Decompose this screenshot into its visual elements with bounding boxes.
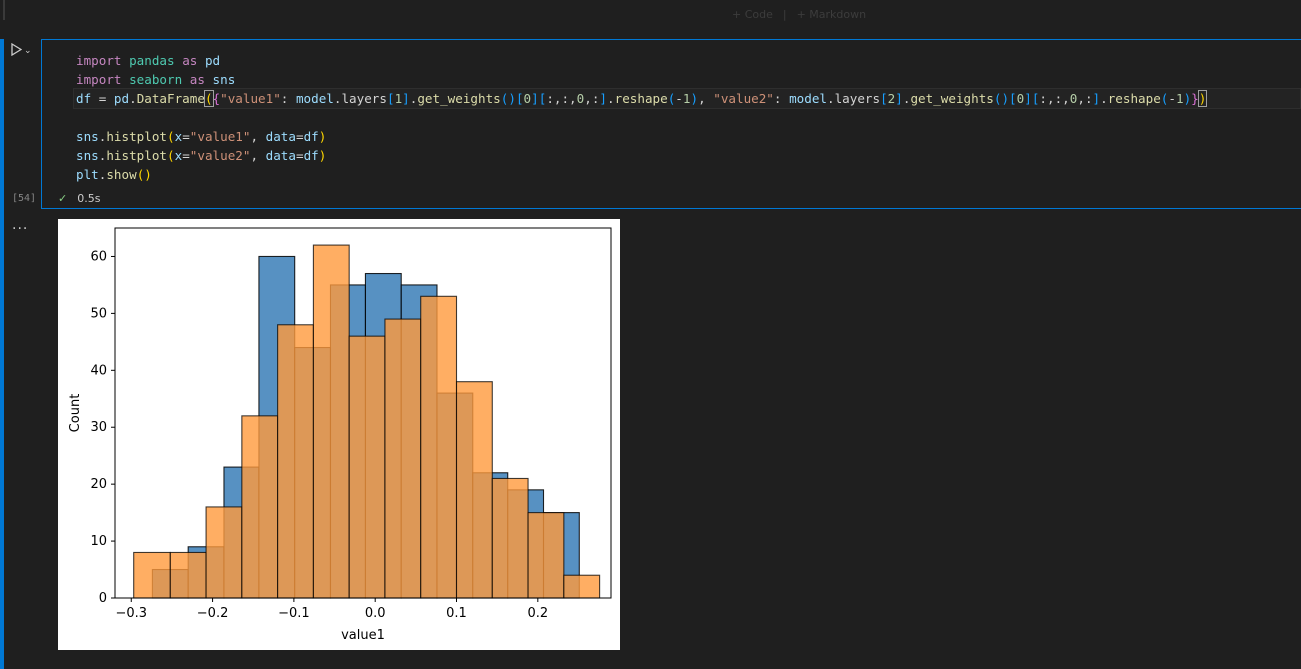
histogram-bar xyxy=(491,477,529,599)
histogram-bar xyxy=(420,295,458,599)
code-editor[interactable]: import pandas as pd import seaborn as sns… xyxy=(73,51,1301,184)
run-cell-button[interactable]: ⌄ xyxy=(10,42,32,57)
code-line[interactable]: import seaborn as sns xyxy=(76,72,236,87)
code-line[interactable]: sns.histplot(x="value1", data=df) xyxy=(76,129,327,144)
y-tick-label: 0 xyxy=(99,591,107,606)
play-icon xyxy=(11,42,23,57)
code-line[interactable]: import pandas as pd xyxy=(76,53,221,68)
output-menu-button[interactable]: ... xyxy=(12,217,29,233)
execution-count: [54] xyxy=(12,193,37,204)
code-cell[interactable] xyxy=(41,39,1301,209)
code-line[interactable]: sns.histplot(x="value2", data=df) xyxy=(76,148,327,163)
histogram-bar xyxy=(312,244,350,599)
check-icon: ✓ xyxy=(58,192,68,205)
execution-time: 0.5s xyxy=(77,192,101,205)
execution-status: ✓ 0.5s xyxy=(58,192,100,205)
y-tick-label: 20 xyxy=(90,477,107,492)
y-tick-label: 40 xyxy=(90,363,107,378)
histogram-chart: 0 10 20 30 40 50 60 −0.3 −0.2 −0.1 0.0 0.1 0.2 value1… xyxy=(68,227,612,643)
histogram-bar xyxy=(348,335,386,599)
histogram-bar xyxy=(277,324,314,599)
histogram-bar xyxy=(169,551,207,599)
notebook-toolbar: + Code | + Markdown xyxy=(0,0,1301,30)
x-axis-label: value1 xyxy=(341,628,385,643)
y-axis-label: Count xyxy=(68,394,83,433)
code-line[interactable] xyxy=(76,108,1300,127)
histogram-bar xyxy=(455,381,493,599)
x-tick-label: −0.3 xyxy=(115,606,147,621)
plot-frame xyxy=(114,227,612,599)
histogram-bar xyxy=(241,415,279,599)
histogram-bar xyxy=(205,506,243,599)
x-tick-label: −0.2 xyxy=(197,606,229,621)
x-tick-label: 0.1 xyxy=(446,606,467,621)
add-code-button[interactable]: + Code xyxy=(732,8,773,21)
y-tick-label: 50 xyxy=(90,306,107,321)
code-line[interactable]: plt.show() xyxy=(76,167,152,182)
add-markdown-button[interactable]: + Markdown xyxy=(796,8,867,21)
y-tick-label: 10 xyxy=(90,534,107,549)
y-tick-label: 60 xyxy=(90,249,107,264)
x-tick-label: 0.2 xyxy=(527,606,548,621)
output-plot: 0 10 20 30 40 50 60 −0.3 −0.2 −0.1 0.0 0.1 0.2 value1… xyxy=(58,219,620,650)
histogram-bar xyxy=(563,574,601,599)
y-tick-label: 30 xyxy=(90,420,107,435)
histogram-bar xyxy=(133,551,171,599)
gutter-line xyxy=(3,0,5,20)
chevron-down-icon[interactable]: ⌄ xyxy=(24,46,32,56)
add-cell-toolbar: + Code | + Markdown xyxy=(732,8,866,21)
x-tick-label: 0.0 xyxy=(365,606,386,621)
cell-focus-indicator xyxy=(0,39,4,669)
toolbar-separator: | xyxy=(782,8,787,21)
histogram-bar xyxy=(384,318,422,599)
histogram-bar xyxy=(527,512,565,599)
x-tick-label: −0.1 xyxy=(278,606,310,621)
code-line[interactable]: df = pd.DataFrame({"value1": model.layer… xyxy=(73,88,1301,109)
